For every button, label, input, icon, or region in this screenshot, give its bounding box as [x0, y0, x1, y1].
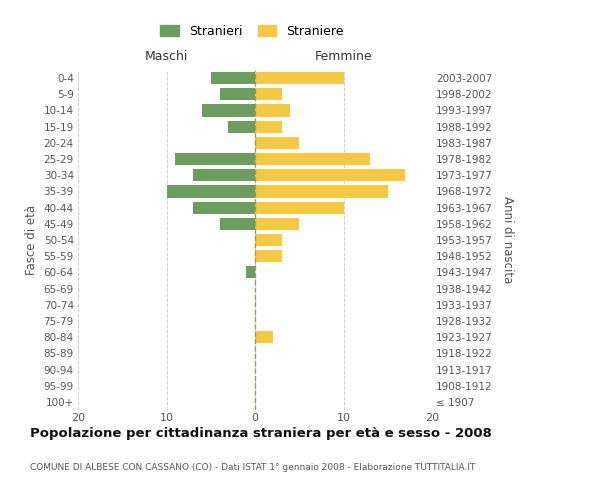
Text: Popolazione per cittadinanza straniera per età e sesso - 2008: Popolazione per cittadinanza straniera p… [30, 428, 492, 440]
Bar [220, 88, 255, 101]
Bar [255, 120, 281, 132]
Bar [255, 186, 388, 198]
Text: COMUNE DI ALBESE CON CASSANO (CO) - Dati ISTAT 1° gennaio 2008 - Elaborazione TU: COMUNE DI ALBESE CON CASSANO (CO) - Dati… [30, 462, 475, 471]
Bar [255, 72, 344, 84]
Bar [255, 218, 299, 230]
Bar [167, 186, 255, 198]
Bar [211, 72, 255, 84]
Bar [255, 169, 406, 181]
Bar [255, 202, 344, 213]
Bar [193, 169, 255, 181]
Bar [220, 218, 255, 230]
Bar [255, 250, 281, 262]
Bar [255, 137, 299, 149]
Bar [175, 153, 255, 165]
Bar [255, 234, 281, 246]
Bar [246, 266, 255, 278]
Bar [193, 202, 255, 213]
Legend: Stranieri, Straniere: Stranieri, Straniere [157, 21, 347, 42]
Bar [255, 88, 281, 101]
Text: Maschi: Maschi [145, 50, 188, 63]
Bar [255, 153, 370, 165]
Y-axis label: Anni di nascita: Anni di nascita [501, 196, 514, 284]
Bar [255, 104, 290, 117]
Bar [202, 104, 255, 117]
Text: Femmine: Femmine [314, 50, 373, 63]
Bar [229, 120, 255, 132]
Y-axis label: Fasce di età: Fasce di età [25, 205, 38, 275]
Bar [255, 331, 273, 343]
